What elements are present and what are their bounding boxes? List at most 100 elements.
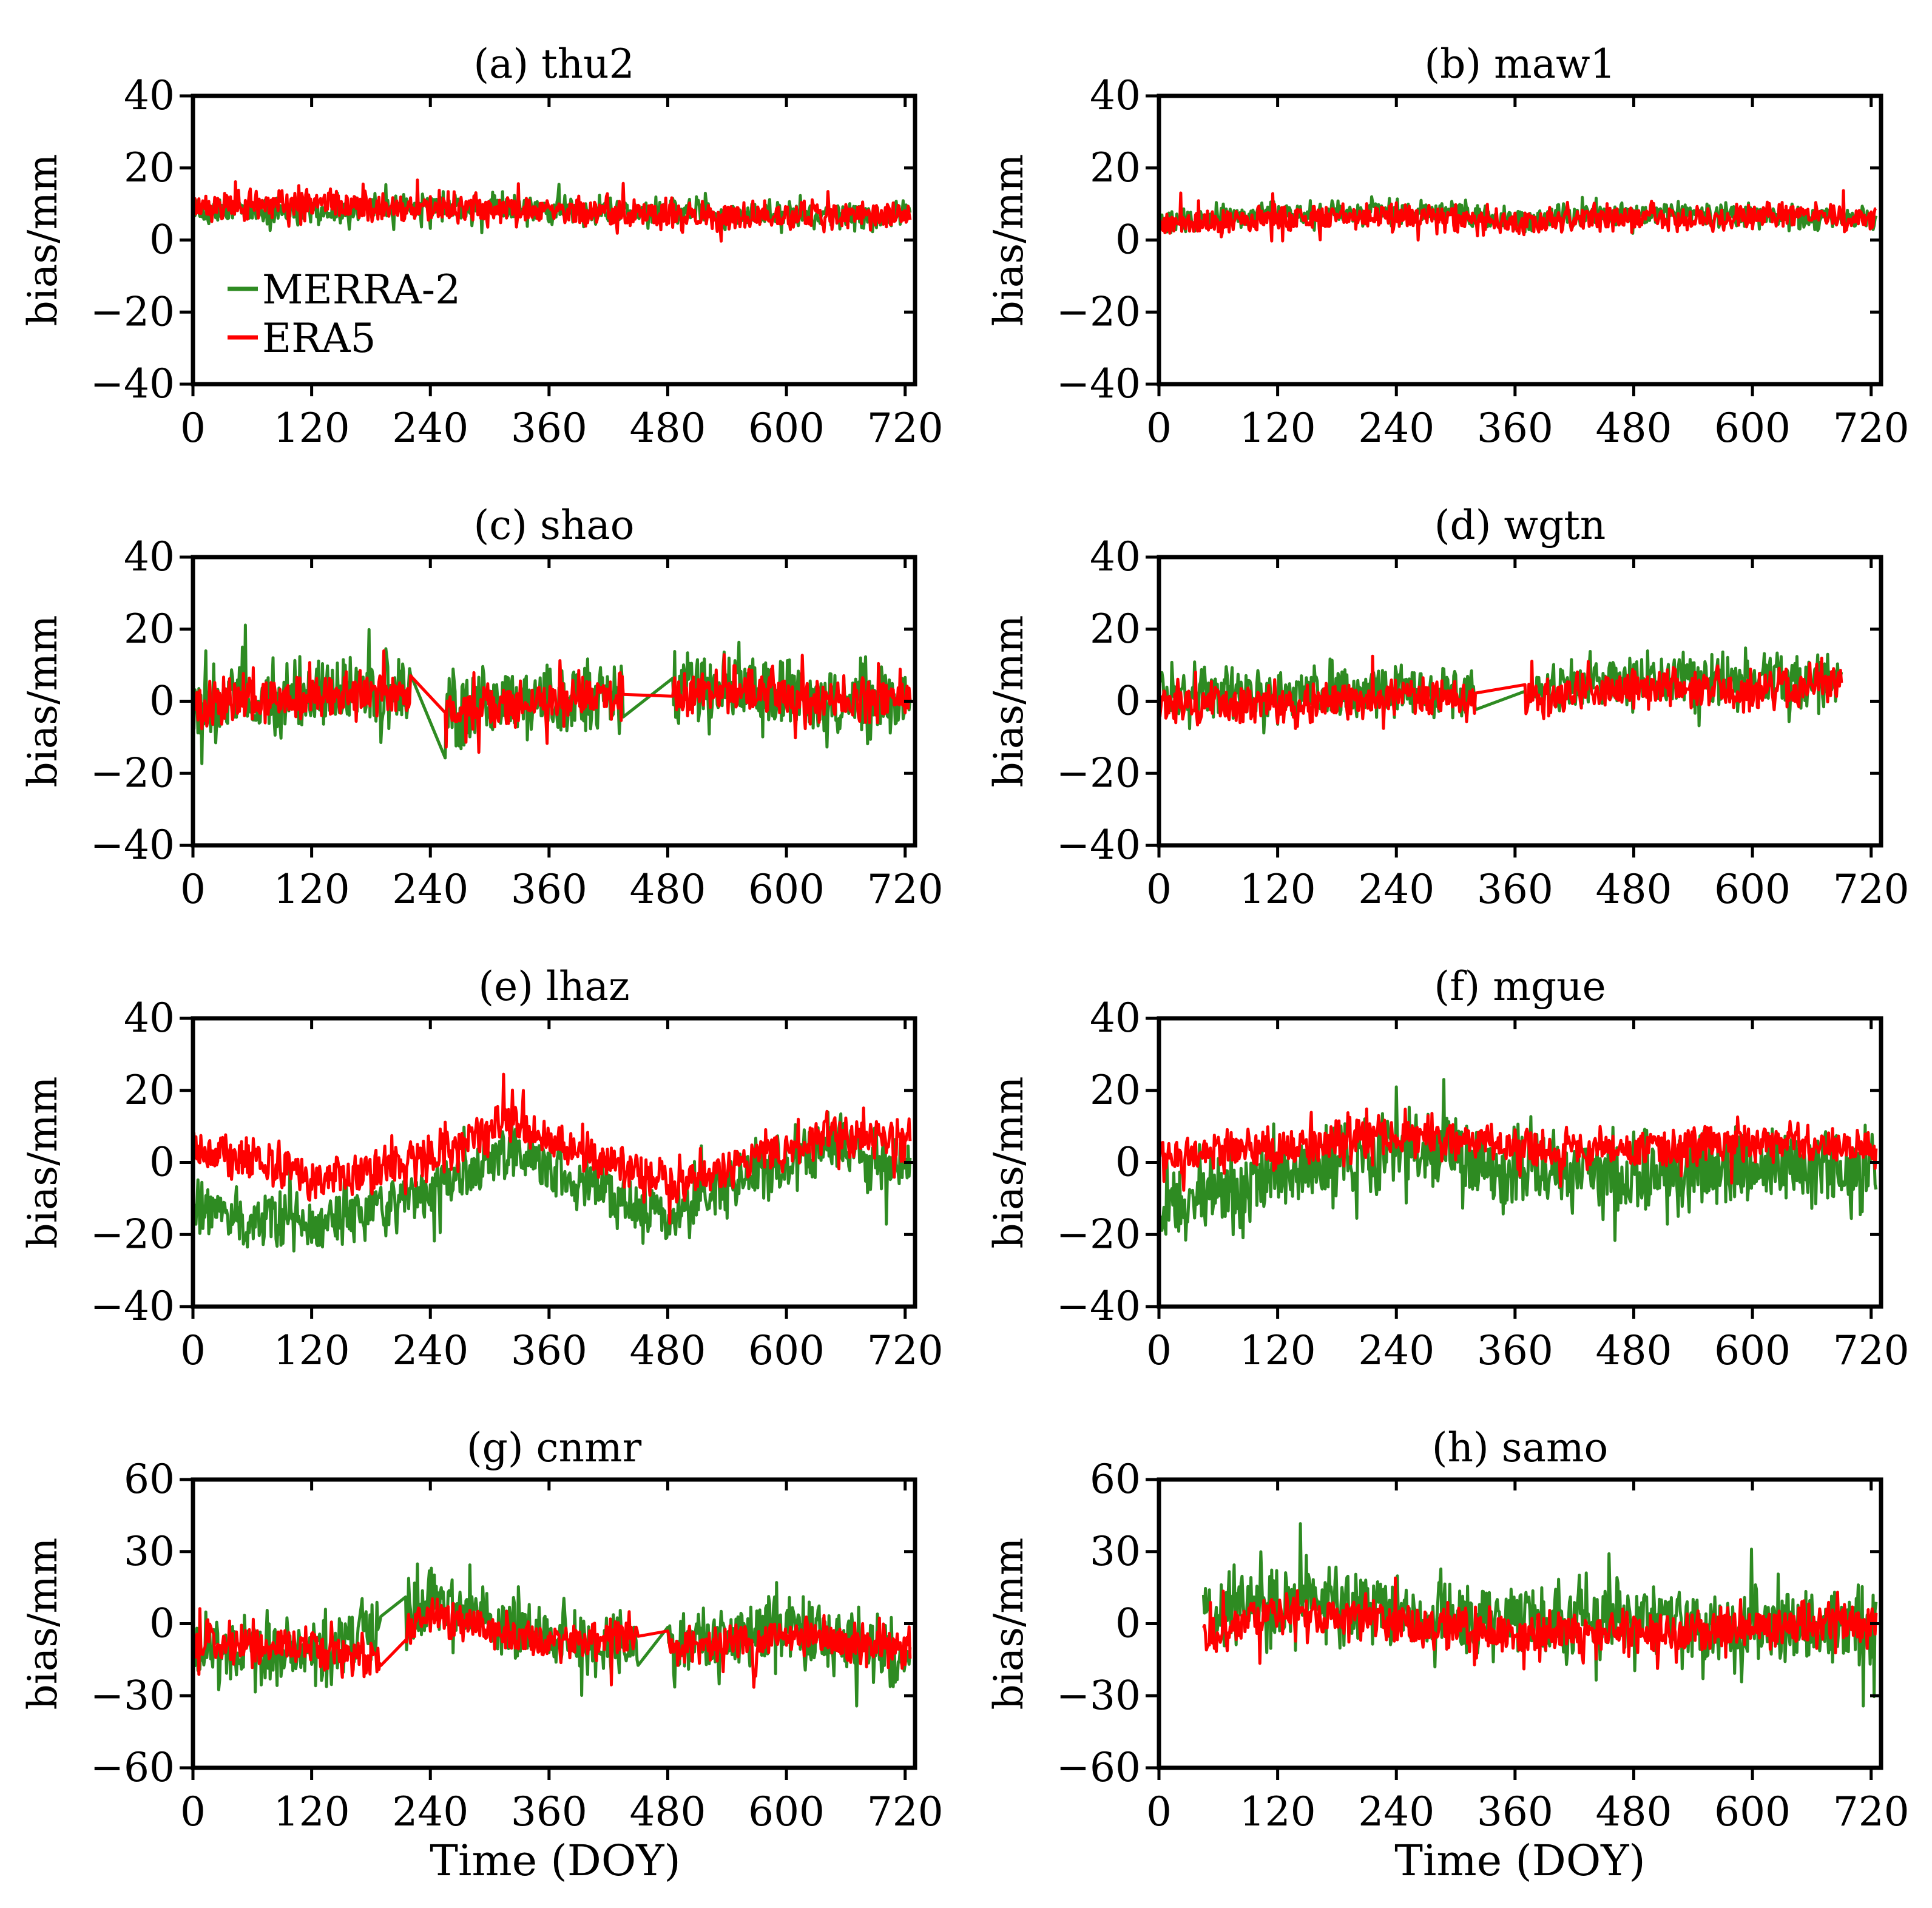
- panel-title: (g) cnmr: [467, 1424, 642, 1471]
- x-tick-label: 720: [867, 405, 944, 452]
- y-tick-label: 0: [1115, 1600, 1141, 1647]
- x-tick-label: 120: [274, 866, 350, 913]
- x-tick-label: 480: [1595, 1327, 1672, 1374]
- y-tick-label: −30: [90, 1672, 175, 1719]
- y-tick-label: −20: [90, 288, 175, 335]
- y-tick-label: −30: [1056, 1672, 1141, 1719]
- x-tick-label: 480: [1595, 866, 1672, 913]
- x-tick-label: 480: [629, 405, 706, 452]
- series-line-merra2: [193, 1111, 912, 1253]
- y-tick-label: 40: [124, 995, 175, 1041]
- y-tick-label: −60: [1056, 1744, 1141, 1791]
- legend: MERRA-2 ERA5: [228, 266, 461, 362]
- x-tick-label: 0: [1146, 405, 1172, 452]
- y-axis-label: bias/mm: [985, 1538, 1032, 1710]
- x-tick-label: 600: [1714, 405, 1791, 452]
- x-tick-label: 600: [1714, 1788, 1791, 1835]
- y-tick-label: 40: [1090, 995, 1141, 1041]
- y-tick-label: 20: [124, 144, 175, 191]
- x-tick-label: 0: [1146, 1327, 1172, 1374]
- y-tick-label: −20: [1056, 1211, 1141, 1257]
- x-tick-label: 600: [748, 405, 825, 452]
- series-line-era5: [1159, 654, 1843, 730]
- x-tick-label: 480: [629, 1788, 706, 1835]
- plot-frame: [1157, 93, 1883, 387]
- x-tick-label: 240: [1358, 1788, 1434, 1835]
- series-line-era5: [1202, 1576, 1878, 1671]
- y-tick-label: 0: [1115, 217, 1141, 263]
- x-tick-label: 240: [1358, 1327, 1434, 1374]
- y-tick-label: 60: [124, 1456, 175, 1503]
- panel-title: (h) samo: [1432, 1424, 1609, 1471]
- x-tick-label: 0: [1146, 1788, 1172, 1835]
- y-axis-label: bias/mm: [985, 154, 1032, 326]
- y-tick-label: −40: [90, 822, 175, 868]
- y-tick-label: 30: [124, 1528, 175, 1575]
- x-tick-label: 720: [867, 1327, 944, 1374]
- x-tick-label: 360: [1477, 1788, 1553, 1835]
- x-tick-label: 720: [867, 866, 944, 913]
- panel-title: (b) maw1: [1424, 41, 1615, 87]
- x-tick-label: 360: [1477, 1327, 1553, 1374]
- panel-d: (d) wgtn −40 −20 0 20 40 0 120 240 360 480 600 720 bi…: [985, 502, 1910, 913]
- x-tick-label: 600: [1714, 1327, 1791, 1374]
- y-tick-label: 0: [149, 217, 175, 263]
- y-axis-label: bias/mm: [985, 615, 1032, 788]
- x-tick-label: 480: [629, 866, 706, 913]
- y-tick-label: 40: [1090, 533, 1141, 580]
- y-tick-label: 0: [1115, 678, 1141, 725]
- series-line-era5: [1159, 189, 1877, 243]
- panel-title: (a) thu2: [473, 41, 634, 87]
- x-tick-label: 720: [1833, 866, 1910, 913]
- y-tick-label: 30: [1090, 1528, 1141, 1575]
- y-tick-label: 0: [1115, 1139, 1141, 1186]
- x-tick-label: 120: [1240, 405, 1316, 452]
- legend-label-merra2: MERRA-2: [262, 266, 461, 313]
- x-tick-label: 0: [180, 866, 206, 913]
- series-line-era5: [193, 178, 912, 243]
- y-axis-label: bias/mm: [985, 1077, 1032, 1249]
- panel-title: (d) wgtn: [1434, 502, 1606, 549]
- y-tick-label: 0: [149, 1139, 175, 1186]
- panel-title: (f) mgue: [1434, 963, 1606, 1010]
- y-tick-label: −40: [1056, 822, 1141, 868]
- x-tick-label: 720: [867, 1788, 944, 1835]
- y-axis-label: bias/mm: [19, 154, 66, 326]
- y-tick-label: −40: [90, 1283, 175, 1330]
- y-tick-label: 60: [1090, 1456, 1141, 1503]
- x-tick-label: 240: [392, 866, 468, 913]
- x-tick-label: 720: [1833, 1327, 1910, 1374]
- y-tick-label: 20: [1090, 1067, 1141, 1114]
- x-tick-label: 120: [274, 1327, 350, 1374]
- x-tick-label: 600: [748, 1327, 825, 1374]
- series-line-merra2: [1159, 195, 1878, 235]
- x-tick-label: 240: [392, 1788, 468, 1835]
- y-axis-label: bias/mm: [19, 1538, 66, 1710]
- y-tick-label: −60: [90, 1744, 175, 1791]
- panel-title: (e) lhaz: [478, 963, 629, 1010]
- series-line-merra2: [1159, 646, 1843, 735]
- x-tick-label: 600: [748, 1788, 825, 1835]
- series-line-era5: [1159, 1107, 1878, 1192]
- x-tick-label: 360: [511, 1327, 587, 1374]
- x-tick-label: 480: [1595, 405, 1672, 452]
- y-tick-label: 20: [124, 1067, 175, 1114]
- y-tick-label: −40: [1056, 1283, 1141, 1330]
- panel-f: (f) mgue −40 −20 0 20 40 0 120 240 360 480 600 720 bi…: [985, 963, 1910, 1374]
- panel-title: (c) shao: [474, 502, 635, 549]
- x-tick-label: 0: [180, 1788, 206, 1835]
- x-tick-label: 360: [511, 1788, 587, 1835]
- x-tick-label: 120: [1240, 1788, 1316, 1835]
- x-tick-label: 0: [180, 405, 206, 452]
- x-tick-label: 120: [274, 1788, 350, 1835]
- y-tick-label: −40: [1056, 360, 1141, 407]
- x-tick-label: 480: [629, 1327, 706, 1374]
- y-tick-label: −20: [1056, 749, 1141, 796]
- panel-a: (a) thu2 −40 −20 0 20 40 0 120 240 360 480 600 720 bi…: [19, 41, 944, 452]
- y-axis-label: bias/mm: [19, 615, 66, 788]
- legend-label-era5: ERA5: [262, 315, 376, 362]
- y-tick-label: 20: [124, 606, 175, 652]
